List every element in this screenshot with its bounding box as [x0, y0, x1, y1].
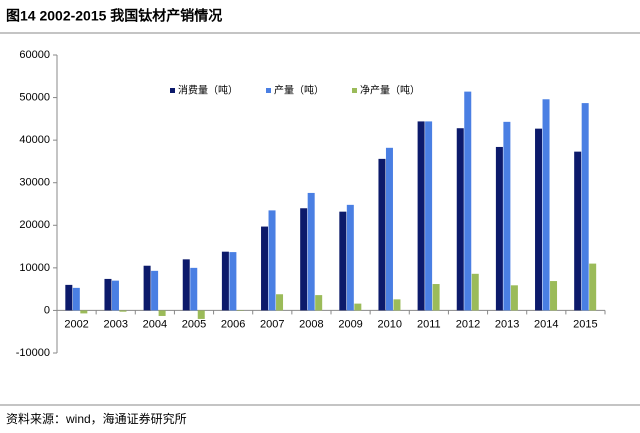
bar: [151, 270, 159, 311]
source: 资料来源：wind，海通证券研究所: [6, 411, 187, 426]
x-tick-label: 2010: [377, 318, 401, 330]
y-tick-label: 40000: [19, 134, 50, 146]
bar: [197, 310, 205, 319]
legend-swatch: [352, 88, 357, 93]
x-tick-label: 2014: [534, 318, 558, 330]
y-tick-label: 60000: [19, 49, 50, 61]
x-tick-label: 2012: [456, 318, 480, 330]
y-tick-label: 10000: [19, 262, 50, 274]
bar: [393, 299, 401, 311]
y-tick-label: 0: [44, 304, 50, 316]
bar: [425, 121, 433, 311]
bar: [72, 287, 80, 311]
bar: [268, 210, 276, 311]
legend-swatch: [170, 88, 175, 93]
bar: [229, 252, 237, 311]
bar: [104, 278, 112, 311]
legend-label: 产量（吨）: [274, 84, 324, 97]
bar: [221, 251, 229, 311]
bar: [80, 310, 88, 314]
x-tick-label: 2015: [573, 318, 597, 330]
y-tick-label: 50000: [19, 91, 50, 103]
bar: [276, 294, 284, 311]
bar: [315, 295, 323, 311]
bar: [503, 121, 511, 311]
bar: [550, 281, 558, 311]
bar: [354, 303, 362, 311]
x-tick-label: 2006: [221, 318, 245, 330]
x-tick-label: 2013: [495, 318, 519, 330]
bar: [190, 267, 198, 311]
bar: [510, 285, 518, 311]
bar: [339, 211, 347, 311]
bar: [471, 273, 479, 311]
bar: [307, 192, 315, 311]
bar: [542, 99, 550, 311]
legend-swatch: [266, 88, 271, 93]
x-tick-label: 2008: [299, 318, 323, 330]
legend-label: 消费量（吨）: [178, 84, 238, 97]
bar: [495, 146, 503, 311]
bar: [65, 284, 73, 311]
x-tick-label: 2005: [182, 318, 206, 330]
bar: [378, 158, 386, 311]
bar: [261, 226, 269, 311]
bar: [417, 121, 425, 311]
bar: [432, 284, 440, 311]
bar: [385, 147, 393, 311]
x-tick-label: 2002: [64, 318, 88, 330]
bar: [300, 208, 308, 311]
x-tick-label: 2004: [143, 318, 167, 330]
bar: [535, 128, 543, 311]
bar: [143, 265, 151, 311]
x-tick-label: 2011: [417, 318, 441, 330]
bar: [456, 128, 464, 311]
bar: [158, 310, 166, 316]
bar: [581, 103, 589, 311]
bar: [574, 151, 582, 311]
bar: [346, 204, 354, 311]
bar: [182, 259, 190, 311]
x-tick-label: 2007: [260, 318, 284, 330]
bar: [111, 280, 119, 311]
x-tick-label: 2003: [103, 318, 127, 330]
bar: [464, 91, 472, 311]
bar: [589, 263, 597, 311]
y-tick-label: 20000: [19, 219, 50, 231]
y-tick-label: -10000: [16, 347, 50, 359]
bar: [119, 310, 127, 312]
chart-title: 图14 2002-2015 我国钛材产销情况: [6, 8, 222, 24]
x-tick-label: 2009: [338, 318, 362, 330]
legend-label: 净产量（吨）: [360, 84, 420, 97]
y-tick-label: 30000: [19, 177, 50, 189]
